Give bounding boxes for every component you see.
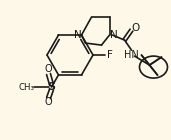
Text: O: O [45, 97, 52, 107]
Text: O: O [131, 23, 140, 33]
Text: HN: HN [124, 50, 139, 60]
Text: CH₃: CH₃ [18, 83, 35, 92]
Text: O: O [45, 64, 52, 74]
Text: F: F [107, 50, 113, 60]
Text: N: N [110, 30, 117, 40]
Text: N: N [74, 30, 81, 40]
Text: S: S [48, 82, 56, 92]
Ellipse shape [140, 56, 168, 78]
